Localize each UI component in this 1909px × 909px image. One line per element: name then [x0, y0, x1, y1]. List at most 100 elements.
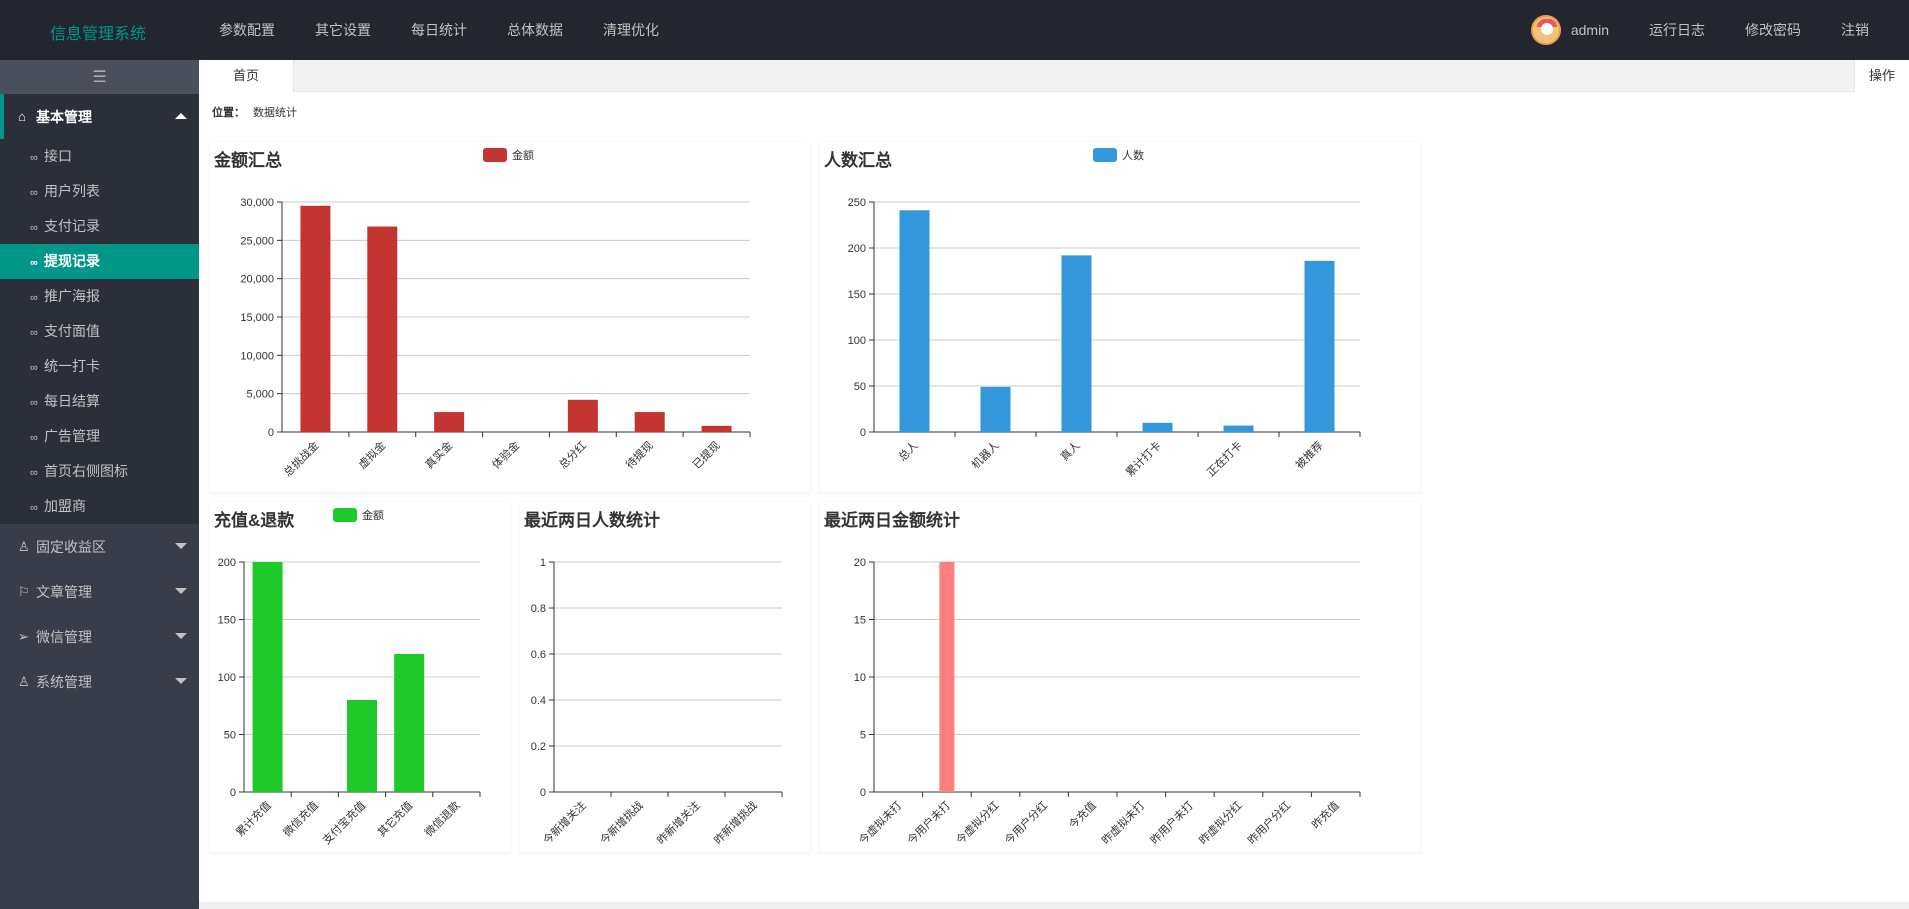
chart-legend[interactable]: 金额 [483, 147, 534, 163]
link-icon: ∞ [30, 187, 38, 199]
bar [701, 425, 732, 432]
send-icon: ➢ [18, 628, 29, 644]
change-password-link[interactable]: 修改密码 [1745, 22, 1801, 38]
chart-title: 充值&退款 [214, 511, 295, 530]
username[interactable]: admin [1570, 22, 1609, 38]
bar [434, 412, 465, 432]
sidebar-group-wechat[interactable]: ➢ 微信管理 [0, 614, 199, 659]
nav-item-cleanup[interactable]: 清理优化 [603, 22, 659, 38]
x-tick-label: 昨新增挑战 [711, 798, 760, 847]
x-tick-label: 今新增挑战 [597, 798, 646, 847]
sidebar-item-franchisee[interactable]: ∞ 加盟商 [0, 489, 199, 524]
x-tick-label: 昨用户分红 [1244, 798, 1293, 847]
y-tick-label: 5 [860, 730, 866, 742]
y-tick-label: 15,000 [240, 312, 274, 324]
nav-item-daily-stats[interactable]: 每日统计 [411, 22, 467, 38]
legend-swatch [483, 148, 507, 162]
chevron-down-icon [175, 588, 187, 594]
sidebar-item-home-right-icons[interactable]: ∞ 首页右侧图标 [0, 454, 199, 489]
top-nav: 参数配置 其它设置 每日统计 总体数据 清理优化 [219, 0, 699, 60]
link-icon: ∞ [30, 152, 38, 164]
chart-svg: 0 50 100 150 200 250 总人 机器人 真人 累计打卡 正在打卡 被推荐 [848, 197, 1361, 479]
bar [980, 386, 1011, 432]
x-tick-label: 今用户分红 [1001, 798, 1050, 847]
y-tick-label: 0 [230, 787, 236, 799]
sidebar-item-ad-management[interactable]: ∞ 广告管理 [0, 419, 199, 454]
x-tick-label: 正在打卡 [1204, 438, 1245, 479]
link-icon: ∞ [30, 327, 38, 339]
sidebar-item-withdraw-records[interactable]: ∞ 提现记录 [0, 244, 199, 279]
bar [300, 205, 331, 432]
x-tick-label: 昨虚拟分红 [1196, 798, 1245, 847]
link-icon: ∞ [30, 292, 38, 304]
x-tick-label: 虚拟金 [355, 438, 388, 471]
run-log-link[interactable]: 运行日志 [1649, 22, 1705, 38]
x-tick-label: 今新增关注 [540, 798, 589, 847]
nav-item-other-settings[interactable]: 其它设置 [315, 22, 371, 38]
sidebar-group-articles[interactable]: ⚐ 文章管理 [0, 569, 199, 614]
sidebar-group-label: 基本管理 [36, 108, 92, 125]
x-tick-label: 机器人 [968, 438, 1001, 471]
x-tick-label: 今充值 [1066, 798, 1099, 831]
chevron-down-icon [175, 678, 187, 684]
x-tick-label: 总人 [895, 438, 920, 463]
link-icon: ∞ [30, 432, 38, 444]
x-tick-label: 其它充值 [374, 798, 415, 839]
x-tick-label: 真实金 [422, 438, 455, 471]
sidebar-group-system[interactable]: ♙ 系统管理 [0, 659, 199, 704]
y-tick-label: 0.6 [531, 649, 546, 661]
logout-link[interactable]: 注销 [1841, 22, 1869, 38]
user-menu: admin 运行日志 修改密码 注销 [1530, 0, 1909, 60]
chart-card-people: 0 50 100 150 200 250 总人 机器人 真人 累计打卡 正在打卡 被推荐 人数汇总 人… [820, 142, 1420, 492]
nav-item-overall-data[interactable]: 总体数据 [507, 22, 563, 38]
y-tick-label: 100 [218, 672, 236, 684]
sidebar-item-api[interactable]: ∞ 接口 [0, 139, 199, 174]
bar [347, 700, 377, 792]
footer-bar [199, 902, 1909, 909]
sidebar-item-payment-records[interactable]: ∞ 支付记录 [0, 209, 199, 244]
chevron-down-icon [175, 543, 187, 549]
chart-legend[interactable]: 金额 [333, 507, 384, 523]
y-tick-label: 0.4 [531, 695, 546, 707]
chart-svg: 0 5 10 15 20 今虚拟未打 今用户未打 今虚拟分红 今用户分红 今充值 昨虚拟未打 昨用户未… [854, 557, 1361, 847]
x-tick-label: 昨新增关注 [654, 798, 703, 847]
home-icon: ⌂ [18, 109, 26, 124]
x-tick-label: 已提现 [690, 439, 723, 472]
avatar[interactable] [1530, 15, 1561, 45]
sidebar-group-fixed-income[interactable]: ♙ 固定收益区 [0, 524, 199, 569]
sidebar-group-basic[interactable]: ⌂ 基本管理 [0, 94, 199, 139]
y-tick-label: 20 [854, 557, 866, 569]
x-tick-label: 总分红 [556, 438, 589, 471]
y-tick-label: 25,000 [240, 235, 274, 247]
tab-bar: 首页 操作 [199, 60, 1909, 92]
person-icon: ♙ [18, 673, 30, 689]
chart-svg: 0 50 100 150 200 累计充值 微信充值 支付宝充值 其它充值 微信退款 [218, 557, 481, 847]
sidebar-submenu: ∞ 接口 ∞ 用户列表 ∞ 支付记录 ∞ 提现记录 ∞ 推广海报 ∞ 支付面值 ∞ 统一打卡 … [0, 139, 199, 524]
sidebar-item-payment-denominations[interactable]: ∞ 支付面值 [0, 314, 199, 349]
app-logo[interactable]: 信息管理系统 [50, 26, 147, 43]
x-tick-label: 微信充值 [280, 798, 321, 839]
sidebar-item-daily-settlement[interactable]: ∞ 每日结算 [0, 384, 199, 419]
top-header: 信息管理系统 参数配置 其它设置 每日统计 总体数据 清理优化 admin 运行… [0, 0, 1909, 60]
x-tick-label: 体验金 [489, 438, 522, 471]
sidebar-item-user-list[interactable]: ∞ 用户列表 [0, 174, 199, 209]
tab-home[interactable]: 首页 [199, 60, 294, 92]
x-tick-label: 昨虚拟未打 [1099, 798, 1148, 847]
chart-legend[interactable]: 人数 [1093, 147, 1144, 163]
bar [367, 226, 398, 432]
operations-button[interactable]: 操作 [1854, 60, 1909, 92]
sidebar-item-unified-checkin[interactable]: ∞ 统一打卡 [0, 349, 199, 384]
x-tick-label: 今虚拟分红 [953, 798, 1002, 847]
y-tick-label: 20,000 [240, 274, 274, 286]
menu-toggle-icon[interactable]: ☰ [0, 60, 199, 94]
y-tick-label: 10 [854, 672, 866, 684]
chart-card-amount: 0 5,000 10,000 15,000 20,000 25,000 30,000 总挑战金… [210, 142, 810, 492]
link-icon: ∞ [30, 362, 38, 374]
nav-item-params[interactable]: 参数配置 [219, 22, 275, 38]
bar [252, 562, 283, 792]
sidebar-item-promo-poster[interactable]: ∞ 推广海报 [0, 279, 199, 314]
x-tick-label: 微信退款 [422, 798, 463, 839]
link-icon: ∞ [30, 502, 38, 514]
y-tick-label: 1 [540, 557, 546, 569]
y-tick-label: 0.2 [531, 741, 546, 753]
